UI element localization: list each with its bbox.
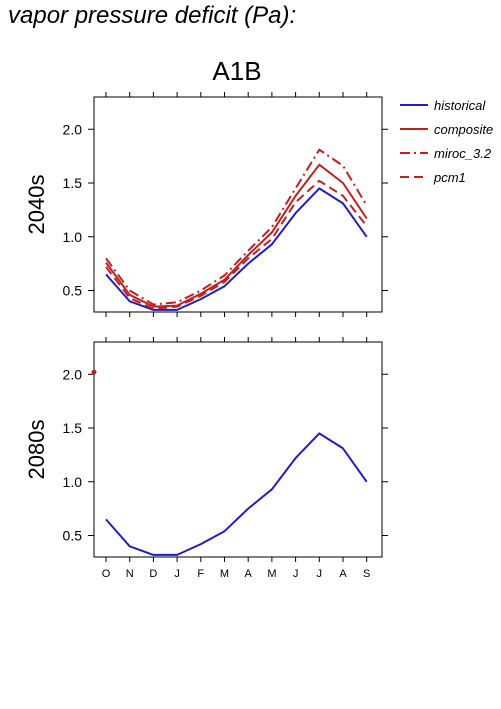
legend-label: historical [434,98,486,113]
y-tick-label: 1.5 [63,175,83,191]
x-tick-label: D [149,568,157,580]
chart-title: A1B [212,56,261,86]
x-tick-label: N [126,568,134,580]
plot-frame [93,341,383,558]
x-tick-label: F [197,568,204,580]
legend-label: pcm1 [433,170,466,185]
x-tick-label: M [220,568,229,580]
series-line-historical [105,432,368,556]
x-tick-label: A [339,568,347,580]
x-tick-label: O [102,568,111,580]
x-tick-label: M [267,568,276,580]
series-line-pcm1 [105,179,368,310]
y-tick-label: 1.5 [63,420,83,436]
series-line-miroc_3.2 [105,148,368,306]
page-title: vapor pressure deficit (Pa): [8,2,297,29]
legend-label: composite [434,122,493,137]
legend-label: miroc_3.2 [434,146,492,161]
panel-label: 2040s [24,175,49,235]
chart-legend: historical composite miroc_3.2 pcm1 [400,98,493,185]
series-line-composite [105,163,368,308]
x-tick-label: J [174,568,180,580]
plot-frame [93,96,383,313]
chart-panels: 0.5 1.0 1.5 2.0 2040s 0.5 1.0 1.5 2.0 O N D J F M A M J J A… [24,92,388,580]
panel-2040s: 0.5 1.0 1.5 2.0 2040s [24,92,388,317]
data-marker [91,369,97,375]
y-tick-label: 2.0 [63,121,83,137]
x-tick-label: J [293,568,299,580]
x-tick-label: S [363,568,370,580]
x-tick-label: J [317,568,323,580]
y-tick-label: 1.0 [63,474,83,490]
y-tick-label: 1.0 [63,229,83,245]
panel-2080s: 0.5 1.0 1.5 2.0 O N D J F M A M J J A S 2080s [24,337,388,580]
series-line-historical [105,187,368,311]
panel-label: 2080s [24,420,49,480]
y-tick-label: 2.0 [63,366,83,382]
x-tick-label: A [245,568,253,580]
y-tick-label: 0.5 [63,528,83,544]
y-tick-label: 0.5 [63,283,83,299]
